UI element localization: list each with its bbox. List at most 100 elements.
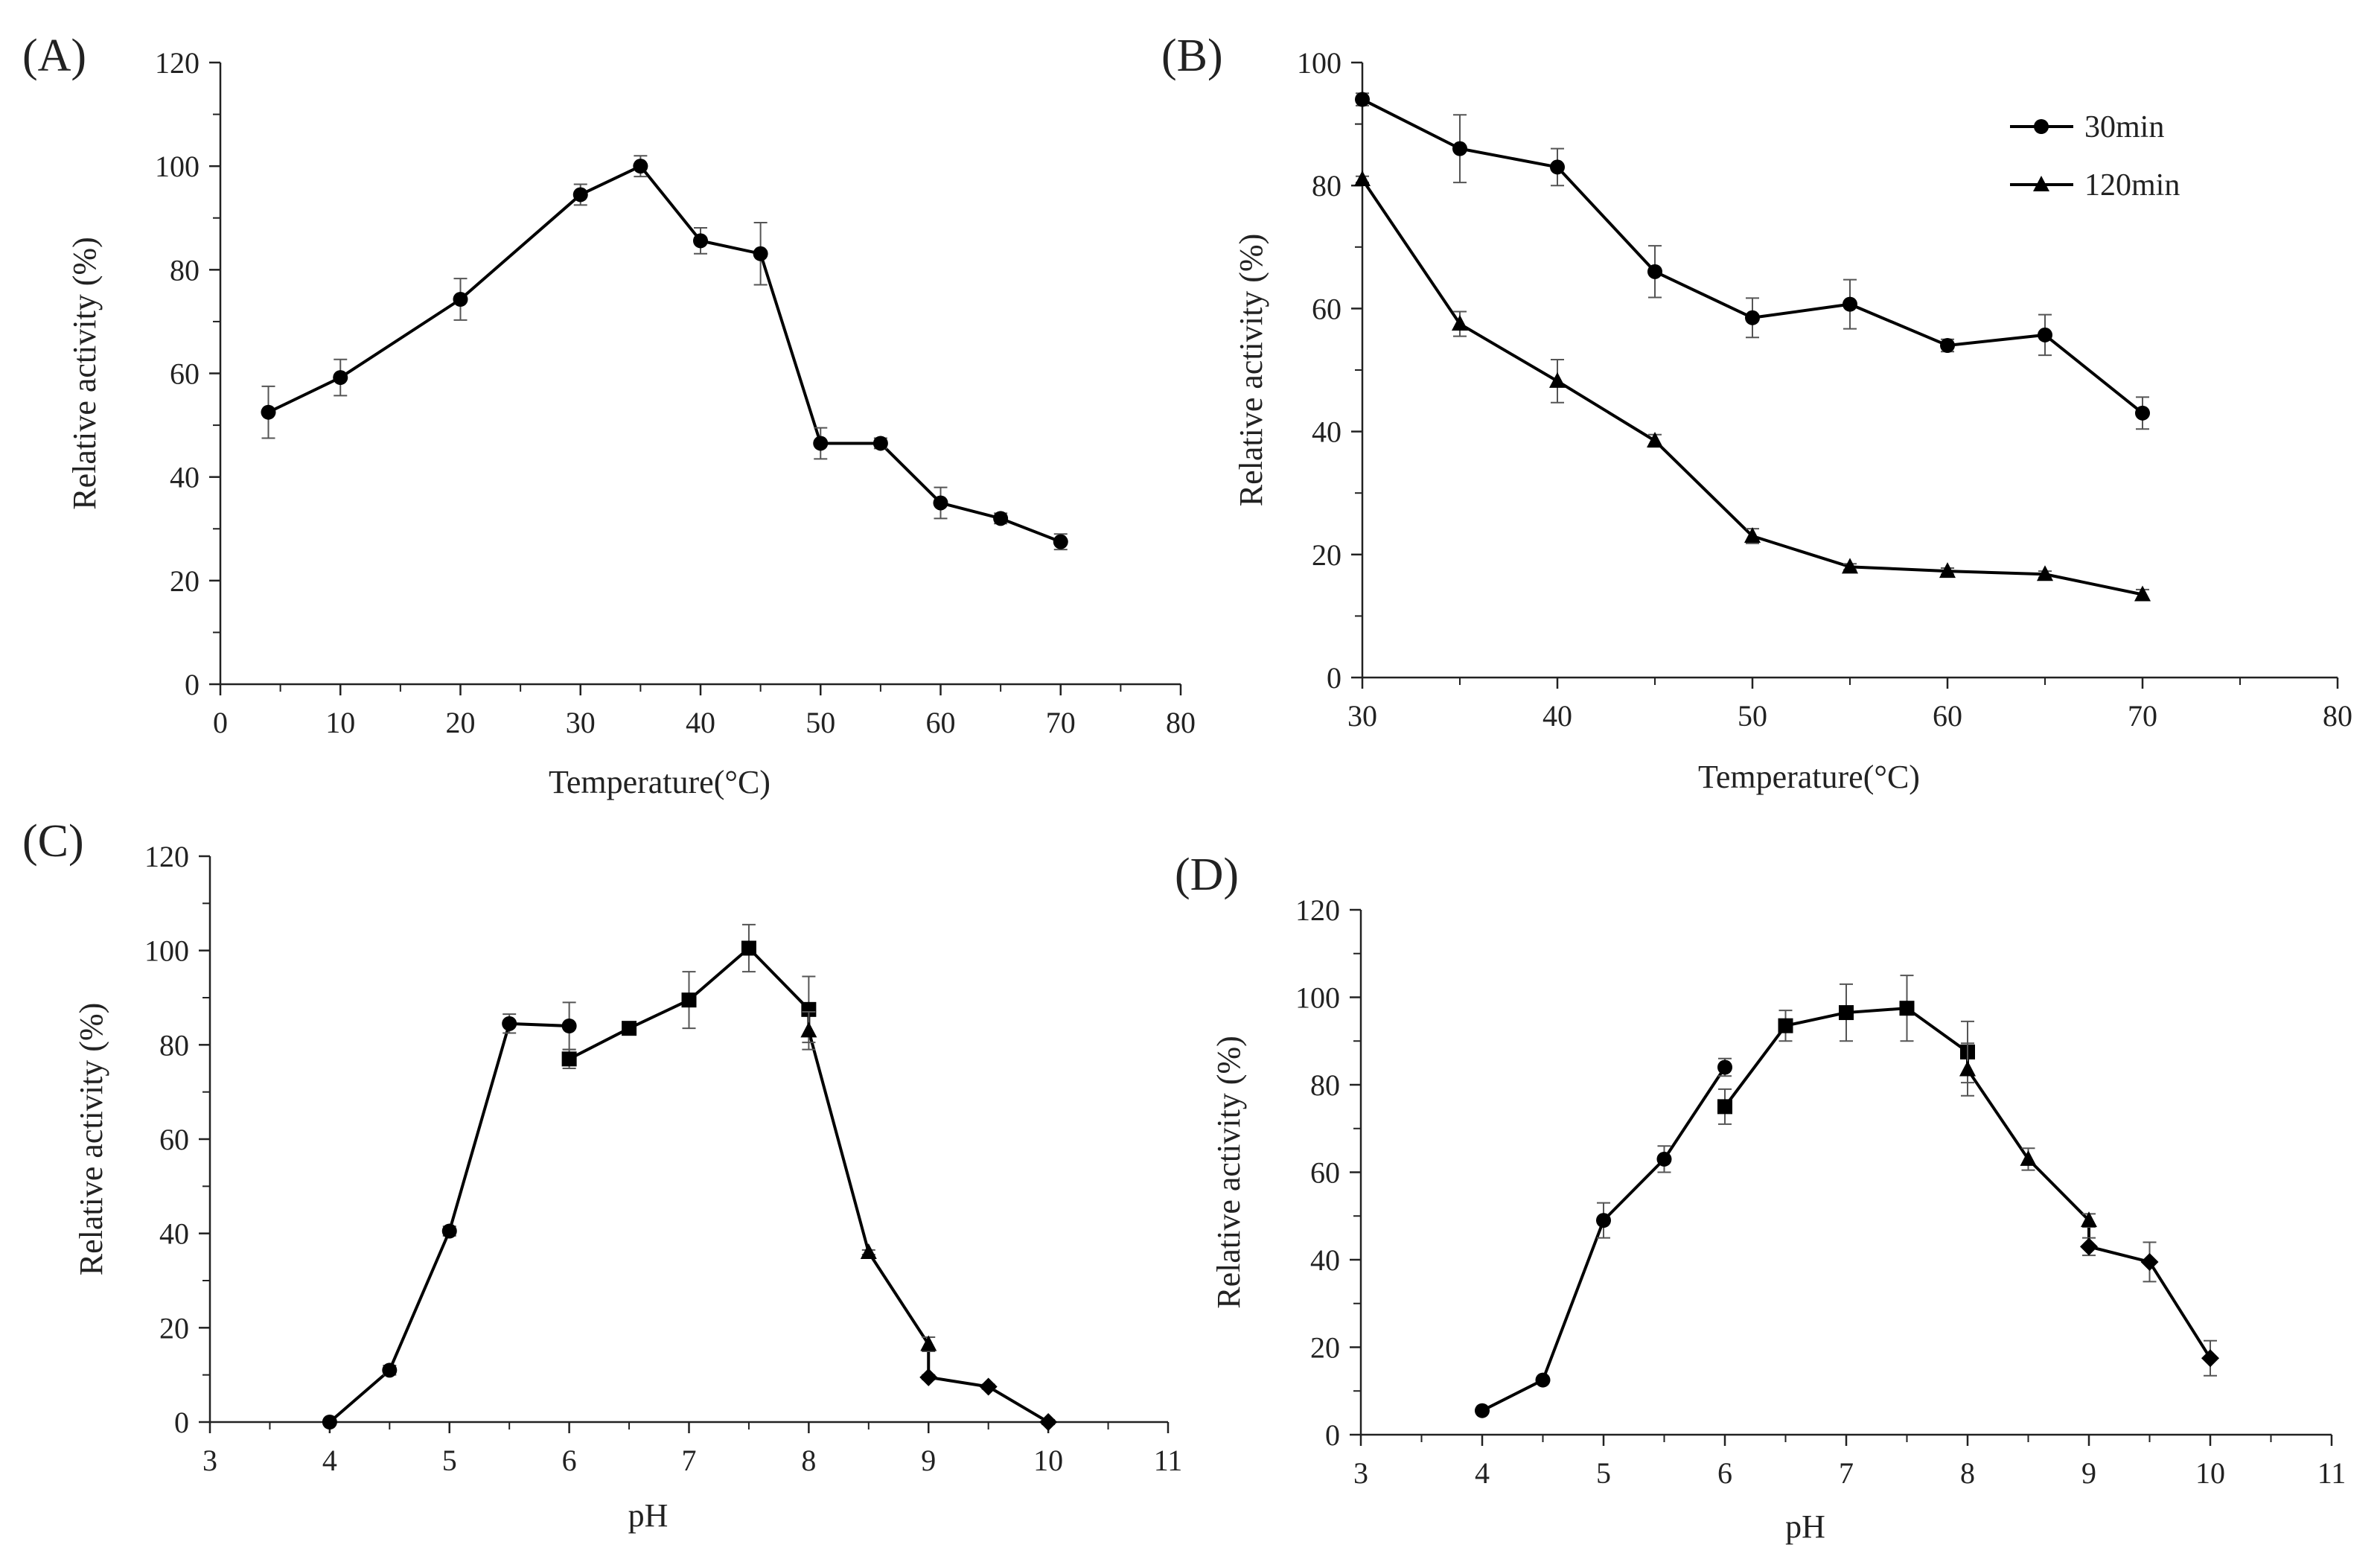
data-point <box>1647 264 1662 279</box>
data-point <box>1778 1018 1793 1033</box>
x-tick-label: 9 <box>2081 1456 2096 1490</box>
legend-label: 120min <box>2084 168 2180 203</box>
data-point <box>382 1362 398 1378</box>
data-point <box>2140 1252 2159 1271</box>
y-tick-label: 60 <box>1310 1156 1340 1190</box>
data-point <box>1717 1059 1732 1075</box>
x-tick-label: 50 <box>805 706 835 739</box>
data-point <box>572 187 588 203</box>
y-tick-label: 100 <box>1295 981 1340 1015</box>
data-point <box>979 1377 998 1396</box>
panel-label: (B) <box>1161 31 1223 81</box>
x-tick-label: 7 <box>1839 1456 1854 1490</box>
data-point <box>860 1243 877 1259</box>
series-line <box>267 165 1062 544</box>
series-line <box>927 1344 1050 1424</box>
data-point <box>1596 1213 1611 1228</box>
x-tick-label: 0 <box>213 706 228 739</box>
x-tick-label: 80 <box>2323 699 2352 733</box>
y-tick-label: 20 <box>1310 1331 1340 1365</box>
y-tick-label: 120 <box>155 46 200 80</box>
y-tick-label: 120 <box>1295 893 1340 927</box>
x-tick-label: 8 <box>1960 1456 1975 1490</box>
x-tick-label: 11 <box>2317 1456 2346 1490</box>
x-tick-label: 40 <box>686 706 715 739</box>
data-point <box>1899 1001 1915 1016</box>
data-point <box>2020 1150 2037 1166</box>
y-tick-label: 20 <box>170 564 200 598</box>
x-tick-label: 5 <box>1596 1456 1611 1490</box>
legend-marker <box>2034 119 2049 134</box>
y-tick-label: 100 <box>144 934 189 968</box>
y-tick-label: 60 <box>159 1123 189 1156</box>
x-tick-label: 9 <box>921 1444 936 1477</box>
x-tick-label: 30 <box>566 706 596 739</box>
x-tick-label: 4 <box>322 1444 337 1477</box>
y-axis-label: Relative activity (%) <box>1210 1036 1247 1309</box>
data-point <box>933 495 948 511</box>
data-point <box>453 291 468 307</box>
x-tick-label: 8 <box>801 1444 816 1477</box>
y-tick-label: 100 <box>1297 46 1341 80</box>
x-tick-label: 30 <box>1347 699 1377 733</box>
y-tick-label: 100 <box>155 150 200 183</box>
series-line <box>2087 1220 2212 1360</box>
data-point <box>2080 1237 2098 1256</box>
data-point <box>1550 159 1565 175</box>
data-point <box>681 992 697 1008</box>
data-point <box>2135 405 2150 421</box>
x-tick-label: 80 <box>1166 706 1196 739</box>
panel-d: (D) 0 20 40 60 80 100 120 3 4 5 6 7 8 9 10 11 pH Relative … <box>1175 850 2346 1545</box>
data-point <box>561 1019 577 1033</box>
y-axis-label: Relative activity (%) <box>66 237 103 510</box>
data-point <box>1843 296 1857 312</box>
data-point <box>441 1223 457 1239</box>
data-point <box>1717 1099 1732 1115</box>
data-point <box>561 1051 577 1067</box>
data-point <box>2201 1349 2219 1368</box>
data-point <box>800 1021 817 1038</box>
series-line <box>1966 1051 2090 1222</box>
y-tick-label: 20 <box>1312 538 1341 572</box>
y-tick-label: 0 <box>1325 1418 1340 1452</box>
y-tick-label: 60 <box>1312 292 1341 325</box>
panel-b: (B) 0 20 40 60 80 100 30 40 50 60 70 80 Temperature(°… <box>1161 31 2352 795</box>
data-point <box>813 436 829 451</box>
y-tick-label: 0 <box>1327 661 1341 695</box>
x-axis-label: pH <box>1785 1508 1825 1545</box>
data-point <box>801 1001 817 1017</box>
y-tick-label: 40 <box>159 1217 189 1251</box>
series-line <box>807 1009 930 1345</box>
x-tick-label: 7 <box>682 1444 697 1477</box>
x-tick-label: 40 <box>1542 699 1572 733</box>
x-tick-label: 6 <box>1717 1456 1732 1490</box>
x-tick-label: 10 <box>2195 1456 2225 1490</box>
x-tick-label: 10 <box>325 706 355 739</box>
data-point <box>2037 565 2053 581</box>
y-tick-label: 40 <box>170 461 200 494</box>
x-axis-label: pH <box>628 1497 669 1534</box>
x-tick-label: 70 <box>2128 699 2157 733</box>
y-tick-label: 80 <box>170 253 200 287</box>
data-point <box>872 436 888 451</box>
data-point <box>1354 170 1371 186</box>
data-point <box>261 404 276 420</box>
x-tick-label: 3 <box>1353 1456 1368 1490</box>
x-tick-label: 6 <box>562 1444 577 1477</box>
data-point <box>1053 534 1068 549</box>
panel-label: (C) <box>22 816 84 867</box>
x-tick-label: 10 <box>1033 1444 1063 1477</box>
series-line <box>328 1021 570 1424</box>
x-tick-label: 5 <box>442 1444 457 1477</box>
y-tick-label: 40 <box>1312 415 1341 449</box>
y-tick-label: 80 <box>1312 169 1341 203</box>
x-tick-label: 20 <box>446 706 476 739</box>
data-point <box>993 511 1009 526</box>
x-axis-label: Temperature(°C) <box>549 764 771 800</box>
data-point <box>741 940 756 956</box>
y-tick-label: 60 <box>170 357 200 391</box>
data-point <box>1839 1005 1854 1021</box>
panel-c: (C) 0 20 40 60 80 100 120 3 4 5 6 7 8 9 10 11 pH Relative … <box>22 816 1182 1534</box>
data-point <box>1842 558 1858 574</box>
data-point <box>1959 1060 1976 1077</box>
